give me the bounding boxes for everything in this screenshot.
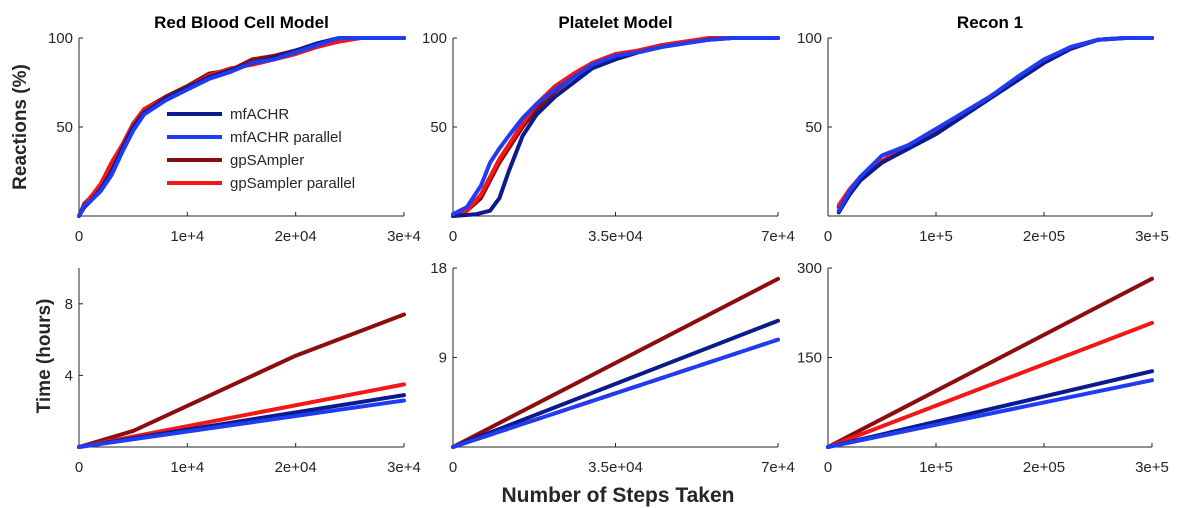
y-tick-label: 8	[65, 296, 73, 313]
time-ylabel: Time (hours)	[34, 299, 55, 414]
x-tick-label: 1e+5	[919, 228, 953, 245]
series-line-mfachr	[451, 36, 780, 218]
y-tick-label: 50	[56, 119, 73, 136]
series-line-gpsampler	[451, 276, 780, 449]
x-tick-label: 0	[824, 459, 832, 476]
series-line-mfachr-parallel	[826, 378, 1154, 449]
panel-6: 0 1e+5 2e+05 3e+5 150 300	[797, 260, 1169, 476]
legend-label: gpSampler parallel	[230, 175, 355, 192]
x-tick-label: 1e+4	[170, 228, 204, 245]
series-line-mfachr	[451, 318, 780, 449]
y-tick-label: 150	[797, 350, 822, 367]
panel-title: Red Blood Cell Model	[154, 13, 329, 32]
x-tick-label: 1e+5	[919, 459, 953, 476]
x-tick-label: 1e+4	[170, 459, 204, 476]
y-tick-label: 18	[430, 260, 447, 277]
x-tick-label: 7e+4	[761, 228, 795, 245]
legend-label: gpSAmpler	[230, 152, 304, 169]
series-line-gpsampler-parallel	[826, 320, 1154, 449]
x-tick-label: 2e+04	[275, 228, 317, 245]
y-tick-label: 50	[430, 119, 447, 136]
x-tick-label: 3e+4	[387, 459, 421, 476]
panel-2: 0 3.5e+04 7e+4 50 100 Platelet Model	[422, 13, 795, 245]
series-line-gpsampler	[826, 276, 1154, 449]
x-tick-label: 3e+5	[1135, 228, 1169, 245]
legend-label: mfACHR	[230, 106, 289, 123]
series-line-gpsampler	[836, 36, 1154, 210]
series-line-mfachr-parallel	[451, 36, 780, 217]
panel-title: Recon 1	[957, 13, 1023, 32]
series-line-gpsampler	[77, 312, 406, 449]
x-tick-label: 0	[75, 228, 83, 245]
x-tick-label: 7e+4	[761, 459, 795, 476]
series-line-mfachr-parallel	[836, 36, 1154, 213]
y-tick-label: 50	[805, 119, 822, 136]
x-tick-label: 2e+04	[275, 459, 317, 476]
series-line-mfachr-parallel	[77, 36, 406, 218]
legend-label: mfACHR parallel	[230, 129, 342, 146]
panel-1: 0 1e+4 2e+04 3e+4 50 100 Red Blood Cell Model	[48, 13, 421, 245]
panel-title: Platelet Model	[558, 13, 672, 32]
y-tick-label: 100	[422, 30, 447, 47]
series-line-mfachr-parallel	[451, 337, 780, 449]
series-line-gpsampler-parallel	[836, 36, 1154, 208]
x-tick-label: 0	[449, 459, 457, 476]
x-tick-label: 0	[75, 459, 83, 476]
y-tick-label: 9	[439, 350, 447, 367]
x-tick-label: 0	[824, 228, 832, 245]
y-tick-label: 100	[48, 30, 73, 47]
panel-3: 0 1e+5 2e+05 3e+5 50 100 Recon 1	[797, 13, 1169, 245]
x-tick-label: 0	[449, 228, 457, 245]
series-line-mfachr	[836, 36, 1154, 215]
y-tick-label: 100	[797, 30, 822, 47]
panel-4: 0 1e+4 2e+04 3e+4 4 8	[65, 268, 421, 476]
shared-xlabel: Number of Steps Taken	[502, 484, 735, 507]
panel-5: 0 3.5e+04 7e+4 9 18	[430, 260, 795, 476]
series-line-mfachr-parallel	[77, 398, 406, 449]
x-tick-label: 3e+5	[1135, 459, 1169, 476]
x-tick-label: 2e+05	[1023, 228, 1065, 245]
y-tick-label: 300	[797, 260, 822, 277]
x-tick-label: 3.5e+04	[588, 459, 643, 476]
x-tick-label: 3.5e+04	[588, 228, 643, 245]
y-tick-label: 4	[65, 367, 73, 384]
x-tick-label: 3e+4	[387, 228, 421, 245]
reactions-ylabel: Reactions (%)	[10, 64, 31, 190]
legend: mfACHR mfACHR parallel gpSAmpler gpSampler …	[167, 106, 355, 192]
x-tick-label: 2e+05	[1023, 459, 1065, 476]
